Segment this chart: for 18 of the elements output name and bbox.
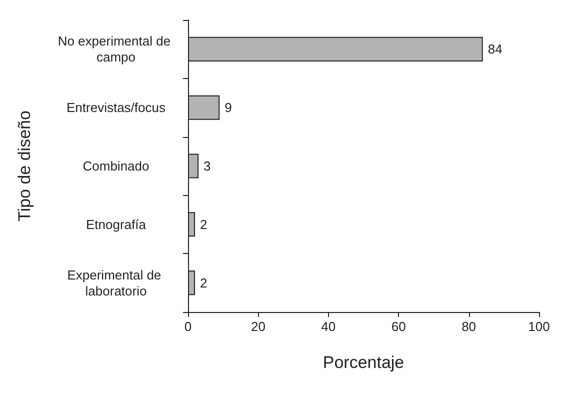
y-tick-label: Etnografía — [86, 216, 147, 232]
data-label: 2 — [200, 216, 208, 232]
x-tick-label: 60 — [391, 319, 406, 334]
data-label: 9 — [224, 100, 232, 116]
y-axis-title: Tipo de diseño — [15, 110, 34, 222]
data-label: 3 — [204, 158, 211, 174]
x-tick-label: 20 — [250, 319, 266, 334]
y-tick-label: Combinado — [82, 158, 150, 174]
x-tick-label: 0 — [184, 319, 192, 334]
y-tick-label: Entrevistas/focus — [66, 100, 166, 116]
x-axis-title: Porcentaje — [322, 353, 404, 372]
y-tick-label: Experimental de laboratorio — [67, 267, 165, 298]
x-tick-label: 40 — [321, 319, 336, 334]
data-label: 2 — [200, 275, 208, 290]
data-label: 84 — [488, 42, 502, 57]
x-tick-label: 100 — [528, 319, 550, 334]
y-tick-label: No experimental de campo — [58, 34, 174, 65]
x-tick-label: 80 — [462, 319, 476, 334]
